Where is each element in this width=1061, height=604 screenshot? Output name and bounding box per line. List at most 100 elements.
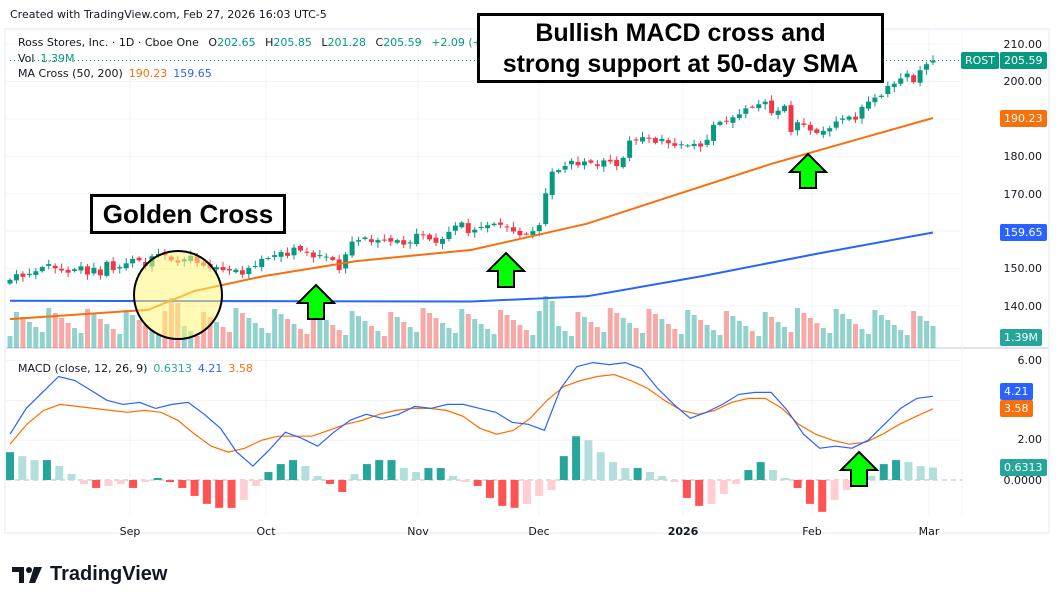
macd-histogram-bar	[929, 467, 937, 480]
volume-bar	[607, 308, 613, 348]
candle-body	[749, 106, 755, 108]
macd-histogram-bar	[535, 480, 544, 496]
macd-histogram-bar	[621, 468, 630, 480]
macd-histogram-bar	[682, 480, 691, 498]
candle-body	[878, 95, 884, 97]
volume-bar	[878, 315, 884, 348]
legend-macd-row: MACD (close, 12, 26, 9) 0.6313 4.21 3.58	[18, 362, 259, 375]
volume-bar	[20, 317, 26, 348]
legend-macd-hist: 0.6313	[153, 362, 192, 375]
volume-bar	[575, 312, 581, 348]
ma200-tag: 159.65	[1000, 224, 1047, 241]
volume-bar	[853, 324, 859, 348]
macd-histogram-bar	[522, 480, 531, 504]
volume-bar	[549, 301, 555, 348]
x-tick-2026: 2026	[667, 525, 699, 538]
candle-body	[433, 237, 439, 243]
candle-body	[246, 267, 252, 275]
volume-bar	[317, 315, 323, 348]
candle-body	[807, 124, 813, 131]
macd-histogram-bar	[732, 480, 741, 484]
macd-histogram-bar	[325, 480, 334, 484]
up-arrow-icon	[787, 152, 829, 189]
candle-body	[698, 143, 704, 147]
macd-tick: 2.00	[1017, 433, 1043, 446]
macd-histogram-bar	[129, 480, 138, 488]
volume-bar	[588, 322, 594, 348]
volume-bar	[485, 329, 491, 348]
volume-bar	[401, 322, 407, 348]
candle-body	[414, 233, 420, 245]
macd-histogram-bar	[18, 456, 27, 480]
candle-body	[46, 264, 52, 266]
candle-body	[723, 120, 729, 122]
volume-bar	[685, 310, 691, 348]
volume-bar	[407, 327, 413, 348]
candle-body	[627, 140, 633, 158]
macd-histogram-bar	[719, 480, 728, 494]
candle-body	[72, 269, 78, 272]
candle-body	[594, 164, 600, 167]
macd-histogram-bar	[239, 480, 248, 500]
macd-histogram-bar	[744, 470, 753, 480]
legend-ma-label: MA Cross (50, 200)	[18, 67, 123, 80]
volume-bar	[698, 320, 704, 348]
volume-bar	[833, 309, 839, 348]
x-tick-nov: Nov	[407, 525, 429, 538]
volume-bar	[130, 315, 136, 348]
volume-bar	[872, 310, 878, 348]
tradingview-logo[interactable]: TradingView	[12, 563, 167, 586]
volume-bar	[97, 319, 103, 348]
volume-bar	[310, 310, 316, 348]
volume-bar	[756, 336, 762, 348]
volume-bar	[917, 316, 923, 348]
macd-histogram-bar	[313, 476, 322, 480]
macd-histogram-bar	[264, 472, 273, 480]
candle-body	[420, 234, 426, 236]
ticker-tag: ROST	[961, 52, 1000, 69]
volume-bar	[627, 323, 633, 348]
macd-histogram-bar	[153, 478, 162, 480]
macd-histogram-bar	[633, 468, 642, 480]
candle-body	[827, 128, 833, 132]
volume-bar	[594, 327, 600, 348]
volume-bar	[743, 326, 749, 348]
candle-body	[556, 170, 562, 173]
macd-histogram-bar	[559, 456, 568, 480]
macd-histogram-bar	[485, 480, 494, 498]
legend-macd-signal: 3.58	[228, 362, 253, 375]
candle-body	[691, 143, 697, 146]
legend-volume-row: Vol 1.39M	[18, 52, 80, 65]
macd-histogram-bar	[252, 480, 261, 486]
candle-body	[640, 137, 646, 142]
macd-histogram-bar	[510, 480, 519, 508]
candle-body	[97, 269, 103, 276]
candle-body	[601, 160, 607, 167]
candle-body	[536, 225, 542, 232]
volume-bar	[530, 335, 536, 348]
macd-histogram-bar	[141, 480, 150, 482]
candle-body	[575, 161, 581, 166]
volume-bar	[859, 329, 865, 348]
volume-bar	[601, 332, 607, 348]
macd-histogram-bar	[695, 480, 704, 506]
candle-body	[762, 101, 768, 105]
macd-histogram-bar	[104, 480, 113, 486]
candle-body	[794, 122, 800, 131]
tradingview-logo-text: TradingView	[50, 563, 168, 585]
up-arrow-icon	[295, 283, 337, 320]
price-tick: 180.00	[1003, 150, 1043, 163]
ma200-line	[9, 231, 934, 303]
volume-bar	[84, 309, 90, 348]
macd-histogram-bar	[473, 480, 482, 486]
macd-histogram-bar	[350, 474, 359, 480]
candle-body	[7, 279, 13, 284]
macd-histogram-bar	[362, 464, 371, 480]
volume-bar	[33, 327, 39, 348]
candle-body	[220, 267, 226, 271]
macd-tick: 6.00	[1017, 354, 1043, 367]
macd-histogram-bar	[30, 460, 39, 480]
candle-body	[478, 227, 484, 229]
candle-body	[439, 239, 445, 244]
